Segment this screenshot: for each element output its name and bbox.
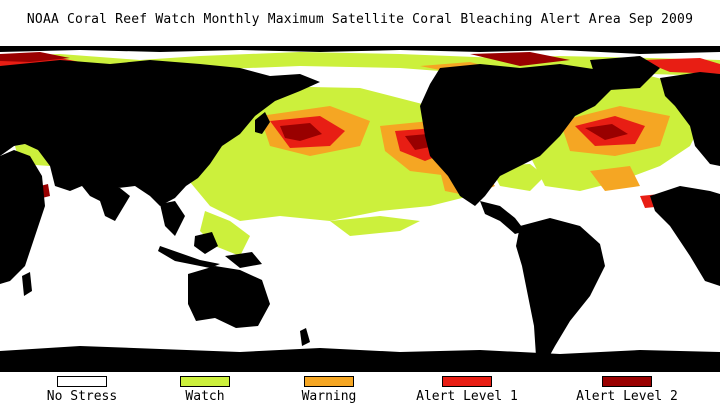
legend-item-warning: Warning xyxy=(259,375,399,411)
legend-swatch-watch xyxy=(180,376,230,387)
legend-item-alert-level-1: Alert Level 1 xyxy=(397,375,537,411)
land-arctic-top xyxy=(0,46,720,54)
land-borneo xyxy=(194,232,218,254)
alert2-arctic xyxy=(470,52,570,66)
land-sumatra-java xyxy=(158,246,220,268)
legend-item-alert-level-2: Alert Level 2 xyxy=(557,375,697,411)
land-eurasia xyxy=(0,60,320,206)
land-antarctica xyxy=(0,346,720,372)
land-greenland xyxy=(590,56,660,90)
land-new-zealand xyxy=(300,328,310,346)
watch-west-pacific xyxy=(200,211,250,256)
land-masses xyxy=(0,46,720,372)
legend-label-warning: Warning xyxy=(301,389,357,404)
watch-south-pacific xyxy=(330,216,420,236)
land-india xyxy=(95,186,130,221)
land-central-america xyxy=(480,201,525,234)
land-north-america xyxy=(420,64,615,206)
legend-label-watch: Watch xyxy=(185,389,225,404)
legend-swatch-alert-level-1 xyxy=(442,376,492,387)
alert1-arctic-east xyxy=(640,58,720,74)
land-japan xyxy=(255,112,270,134)
land-madagascar xyxy=(22,272,32,296)
legend-swatch-warning xyxy=(304,376,354,387)
land-new-guinea xyxy=(225,252,262,268)
land-britain xyxy=(680,82,692,100)
land-australia xyxy=(188,266,270,328)
legend-swatch-alert-level-2 xyxy=(602,376,652,387)
alert2-arctic-west xyxy=(0,52,70,62)
land-europe-east xyxy=(660,72,720,166)
land-africa-east xyxy=(650,186,720,286)
land-south-america xyxy=(516,218,605,364)
legend-label-alert-level-1: Alert Level 1 xyxy=(416,389,518,404)
legend: No Stress Watch Warning Alert Level 1 Al… xyxy=(0,375,720,411)
legend-label-alert-level-2: Alert Level 2 xyxy=(576,389,678,404)
legend-item-watch: Watch xyxy=(135,375,275,411)
legend-item-no-stress: No Stress xyxy=(12,375,152,411)
warning-caribbean-east xyxy=(590,166,640,191)
legend-label-no-stress: No Stress xyxy=(46,389,118,404)
legend-swatch-no-stress xyxy=(57,376,107,387)
map-title: NOAA Coral Reef Watch Monthly Maximum Sa… xyxy=(26,12,694,27)
land-indochina xyxy=(160,201,185,236)
land-africa-west xyxy=(0,150,45,284)
alert2-atlantic xyxy=(585,124,628,140)
bleaching-alert-map xyxy=(0,46,720,372)
alert2-npac xyxy=(280,123,322,141)
